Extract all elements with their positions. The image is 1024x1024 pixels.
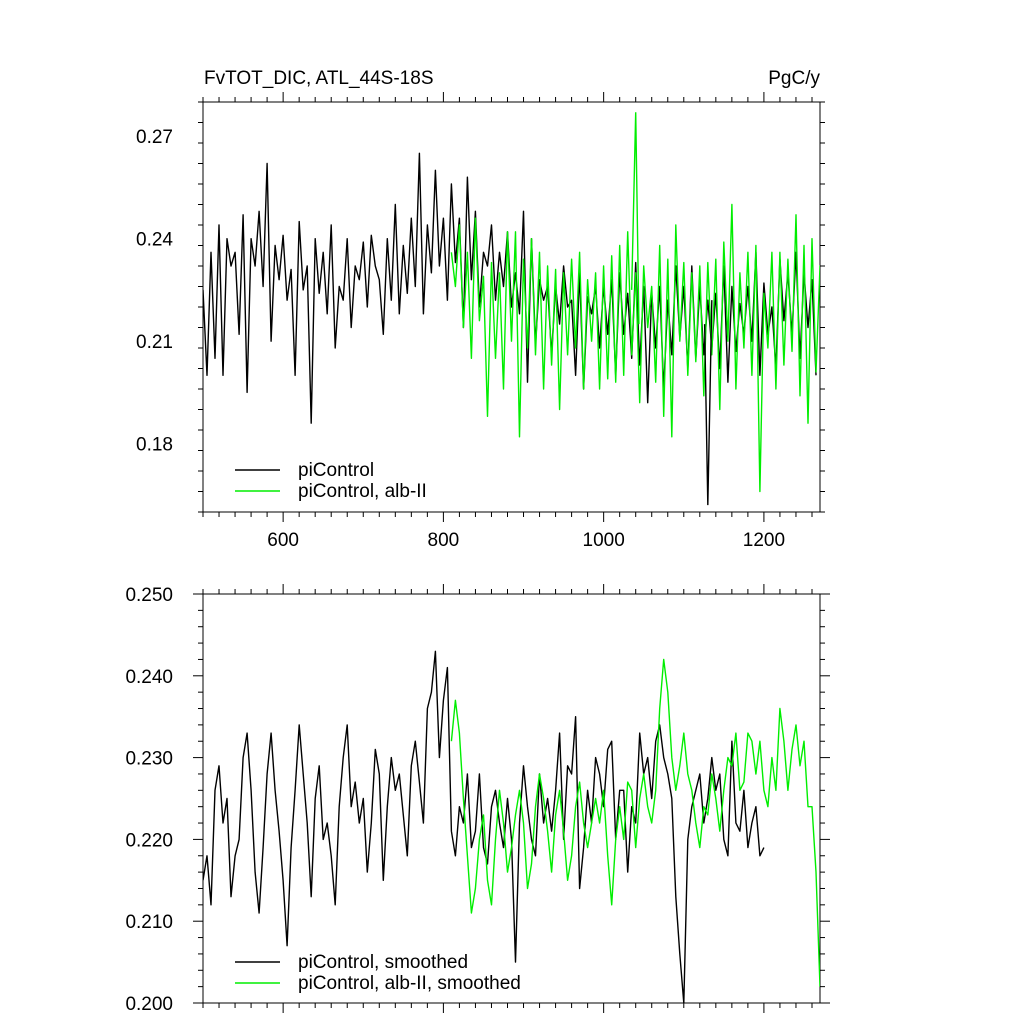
y-tick-label: 0.210 [125,912,173,933]
x-tick-label: 800 [428,530,460,551]
legend-label: piControl, alb-II, smoothed [298,973,521,994]
legend-label: piControl, smoothed [298,952,468,973]
y-tick-label: 0.24 [136,230,173,251]
x-tick-label: 1200 [743,530,785,551]
y-tick-label: 0.18 [136,435,173,456]
legend-label: piControl [298,460,374,481]
y-tick-label: 0.250 [125,585,173,606]
min-spike [703,300,713,506]
series-line-picontrol [203,650,765,1003]
chart-title: FvTOT_DIC, ATL_44S-18S [204,68,434,89]
series-line-alb-ii [450,203,820,493]
plot-frame [202,593,821,1004]
x-tick-label: 1000 [583,530,625,551]
y-tick-label: 0.230 [125,749,173,770]
chart-units: PgC/y [768,68,820,89]
x-tick-label: 600 [267,530,299,551]
peak-spike [630,112,640,325]
y-tick-label: 0.220 [125,830,173,851]
y-tick-label: 0.21 [136,332,173,353]
y-tick-label: 0.240 [125,667,173,688]
y-tick-label: 0.27 [136,127,173,148]
panel-bottom: 0.200 0.210 0.220 0.230 0.240 0.250 piControl,… [125,584,830,1015]
y-tick-label: 0.200 [125,994,173,1015]
series-line-alb-ii [450,658,820,987]
panel-top: 600 800 1000 1200 0.18 0.21 0.24 0.27 piControlp… [136,92,825,551]
legend-label: piControl, alb-II [298,481,427,502]
